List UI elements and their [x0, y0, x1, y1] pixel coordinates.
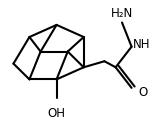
- Text: O: O: [138, 86, 147, 99]
- Text: H₂N: H₂N: [111, 7, 133, 20]
- Text: OH: OH: [47, 107, 66, 120]
- Text: NH: NH: [133, 38, 151, 51]
